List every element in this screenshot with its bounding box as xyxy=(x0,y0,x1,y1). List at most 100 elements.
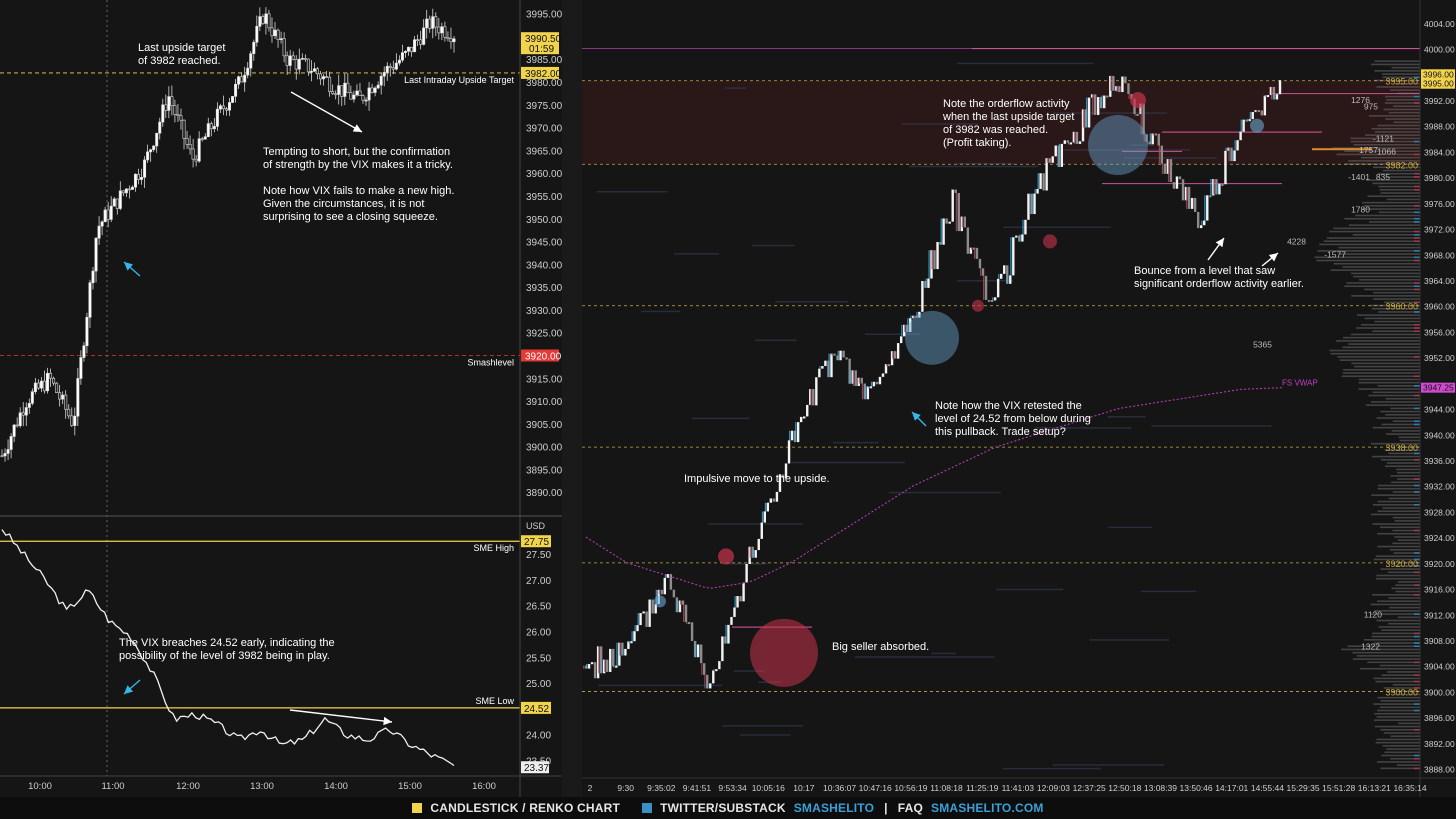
renko-brick xyxy=(848,358,851,384)
candle-body xyxy=(413,39,417,53)
arrow-vix-lower-high xyxy=(289,709,393,726)
renko-brick xyxy=(984,275,988,300)
renko-brick xyxy=(887,364,891,367)
delta-bar xyxy=(1414,385,1420,387)
candle-body xyxy=(291,55,295,60)
renko-brick xyxy=(842,350,845,358)
volume-trace xyxy=(733,670,766,672)
renko-brick xyxy=(1221,183,1224,186)
renko-brick xyxy=(812,389,815,406)
footer-handle-link[interactable]: SMASHELITO xyxy=(793,801,875,815)
annotation-bounce: significant orderflow activity earlier. xyxy=(1134,278,1304,290)
profile-bar xyxy=(1399,439,1420,442)
profile-bar xyxy=(1393,121,1420,124)
renko-brick xyxy=(1172,182,1176,189)
renko-brick xyxy=(1236,140,1239,151)
renko-brick xyxy=(1245,119,1248,122)
candle-body xyxy=(46,372,50,392)
renko-delta xyxy=(1140,103,1142,135)
renko-brick xyxy=(1209,195,1212,198)
level-label: 3982.00 xyxy=(1385,160,1418,170)
renko-delta xyxy=(973,247,976,259)
sme-high-badge-bg xyxy=(521,535,551,548)
renko-brick xyxy=(1215,179,1218,195)
candle-body xyxy=(294,59,298,70)
renko-delta xyxy=(1073,131,1076,144)
candle-body xyxy=(364,99,368,102)
candle-body xyxy=(379,75,383,86)
candle-body xyxy=(185,138,189,145)
renko-brick xyxy=(954,189,957,193)
renko-brick xyxy=(1069,142,1073,145)
footer-site-link[interactable]: SMASHELITO.COM xyxy=(931,801,1044,815)
arrow-profile xyxy=(1261,252,1279,267)
renko-delta xyxy=(1086,97,1088,128)
profile-bar xyxy=(1379,706,1420,709)
delta-bar xyxy=(1414,757,1420,760)
renko-brick xyxy=(809,389,812,405)
candle-body xyxy=(419,39,423,45)
profile-bar xyxy=(1381,674,1420,676)
renko-brick xyxy=(966,227,970,254)
renko-delta xyxy=(892,351,894,359)
right-tick-label: 3964.00 xyxy=(1424,276,1455,286)
current-price-badge-bg xyxy=(521,32,559,55)
annotation-tempting-short: surprising to see a closing squeeze. xyxy=(263,211,438,223)
right-tick-label: 3920.00 xyxy=(1424,559,1455,569)
right-chart-pane[interactable]: 1276 975 -1121 1757 1066 -1401 835 1780 4228 -157… xyxy=(582,0,1456,797)
candle-body xyxy=(12,424,16,437)
renko-delta xyxy=(925,278,927,288)
renko-brick xyxy=(1184,186,1188,201)
profile-bar xyxy=(1373,703,1420,705)
candle-body xyxy=(143,159,147,178)
candle-body xyxy=(88,282,92,318)
delta-bar xyxy=(1414,102,1420,104)
right-time-tick: 16:35:14 xyxy=(1393,783,1426,793)
renko-brick xyxy=(1230,147,1233,162)
renko-brick xyxy=(1181,179,1185,201)
left-chart-pane[interactable]: 3995.00 3985.00 3980.00 3975.00 3970.00 3965.… xyxy=(0,0,562,797)
profile-bar xyxy=(1353,144,1420,146)
renko-brick xyxy=(1021,234,1024,242)
time-tick-label: 13:00 xyxy=(250,781,274,792)
renko-brick xyxy=(969,247,973,254)
profile-bar xyxy=(1372,330,1420,333)
renko-brick xyxy=(1096,97,1100,115)
orderflow-bubbles xyxy=(654,92,1264,687)
renko-brick xyxy=(1260,110,1264,116)
delta-bar xyxy=(1414,256,1420,259)
volume-trace xyxy=(1003,226,1111,229)
delta-bar xyxy=(1414,153,1420,156)
delta-bar xyxy=(1414,330,1420,333)
delta-bar xyxy=(1414,674,1420,676)
profile-bar xyxy=(1388,597,1420,599)
candle-body xyxy=(376,84,380,89)
profile-bar xyxy=(1376,86,1420,88)
right-tick-label: 3940.00 xyxy=(1424,430,1455,440)
right-badge-text: 3996.00 xyxy=(1423,69,1454,79)
profile-bar xyxy=(1336,153,1420,156)
candle-body xyxy=(340,85,344,97)
profile-bar xyxy=(1370,304,1420,307)
profile-bar xyxy=(1370,613,1420,615)
time-tick-label: 16:00 xyxy=(472,781,496,792)
volume-trace xyxy=(674,253,719,255)
profile-bar xyxy=(1342,346,1420,349)
profile-bar xyxy=(1372,632,1420,635)
renko-brick xyxy=(696,644,700,658)
profile-number: 1066 xyxy=(1377,146,1396,156)
renko-brick xyxy=(1121,76,1124,93)
renko-brick xyxy=(987,299,991,302)
target-zone-shade xyxy=(582,80,1420,165)
profile-bar xyxy=(1386,99,1420,101)
renko-brick xyxy=(760,522,763,539)
right-tick-label: 3916.00 xyxy=(1424,585,1455,595)
renko-brick xyxy=(872,381,876,387)
left-chart-svg[interactable]: 3995.00 3985.00 3980.00 3975.00 3970.00 3965.… xyxy=(0,0,562,797)
renko-brick xyxy=(781,474,785,478)
profile-bar xyxy=(1384,751,1420,754)
profile-bar xyxy=(1344,150,1420,153)
renko-brick xyxy=(1078,141,1082,144)
candle-body xyxy=(325,76,329,78)
